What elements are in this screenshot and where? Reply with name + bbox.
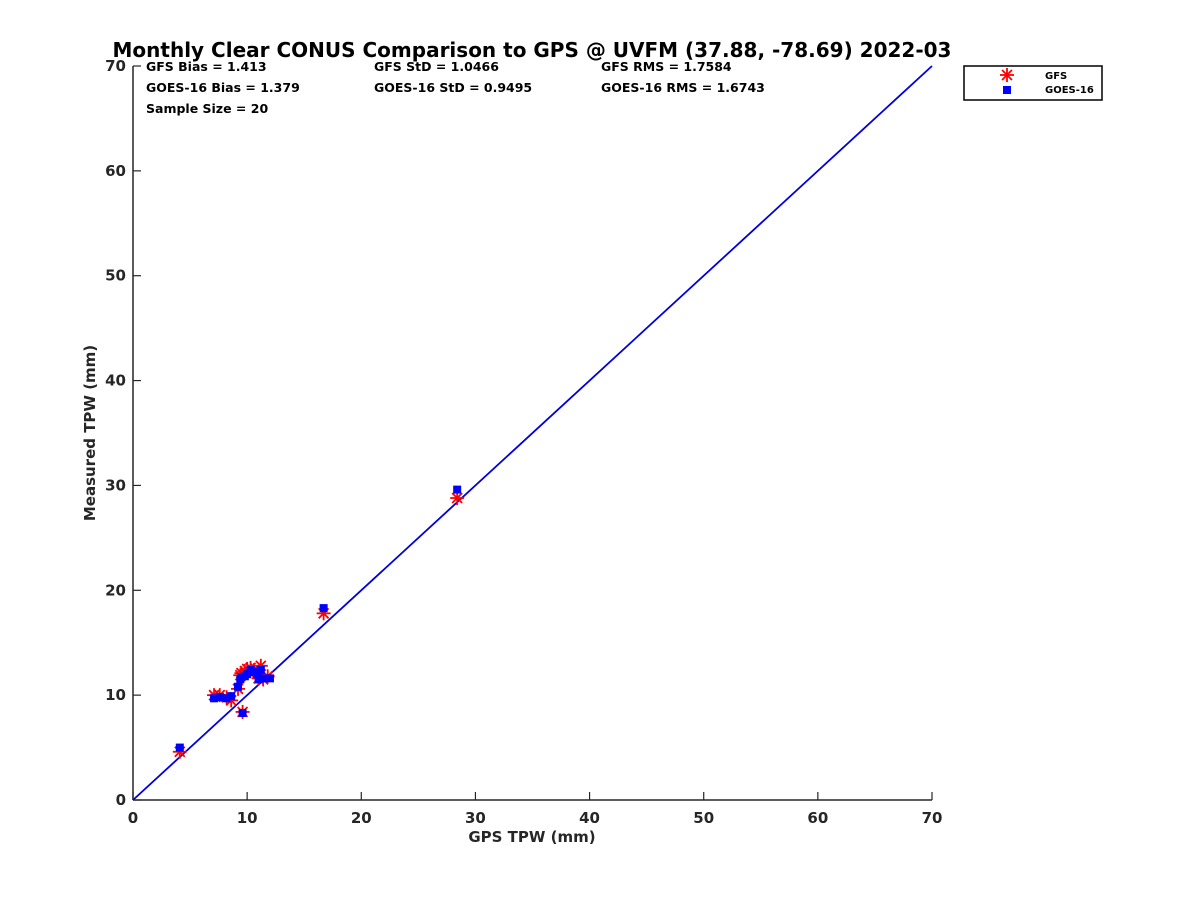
goes-16-point (453, 485, 462, 494)
goes-16-point (265, 674, 274, 683)
y-tick-label: 20 (105, 581, 126, 599)
legend-box (963, 65, 1103, 101)
stat-text: GFS StD = 1.0466 (374, 59, 499, 74)
goes-16-point (254, 675, 263, 684)
y-tick-label: 50 (105, 267, 126, 285)
y-tick-label: 10 (105, 686, 126, 704)
goes-16-point (238, 708, 247, 717)
y-tick-label: 30 (105, 476, 126, 494)
series-gfs (172, 491, 465, 759)
stat-text: GOES-16 StD = 0.9495 (374, 80, 532, 95)
goes-16-point (319, 604, 328, 613)
goes-16-point (256, 665, 265, 674)
x-tick-label: 60 (807, 809, 828, 827)
axes (132, 66, 932, 801)
reference-line (132, 65, 933, 801)
goes-16-point (227, 692, 236, 701)
goes-16-point (175, 743, 184, 752)
stat-text: Sample Size = 20 (146, 101, 268, 116)
statistics-panel: GFS Bias = 1.413 GFS StD = 1.0466 GFS RMS … (146, 59, 765, 116)
legend-goes-16-marker (1003, 86, 1011, 94)
y-tick-label: 40 (105, 372, 126, 390)
goes-16-point (215, 693, 224, 702)
y-axis-label: Measured TPW (mm) (81, 345, 99, 521)
x-tick-label: 30 (465, 809, 486, 827)
goes-16-point (222, 694, 231, 703)
x-tick-label: 0 (128, 809, 138, 827)
legend-gfs-symbol (1000, 68, 1014, 82)
y-tick-label: 0 (116, 791, 126, 809)
legend-gfs-marker (1000, 68, 1014, 82)
x-tick-label: 50 (693, 809, 714, 827)
y-tick-label: 60 (105, 162, 126, 180)
y-ticks: 0 10 20 30 40 50 60 70 (105, 57, 141, 809)
legend-gfs-label: GFS (1045, 71, 1067, 82)
x-tick-label: 10 (237, 809, 258, 827)
chart-title: Monthly Clear CONUS Comparison to GPS @ … (113, 38, 952, 62)
goes-16-point (234, 682, 243, 691)
one-to-one-line (132, 65, 933, 801)
goes-16-point (210, 694, 219, 703)
goes-16-point (243, 670, 252, 679)
x-tick-label: 20 (351, 809, 372, 827)
series-goes-16 (175, 485, 462, 752)
x-ticks: 0 10 20 30 40 50 60 70 (128, 792, 943, 827)
goes-16-point (253, 670, 262, 679)
x-tick-label: 70 (922, 809, 943, 827)
legend: GFS GOES-16 (963, 65, 1103, 101)
goes-16-point (259, 674, 268, 683)
stat-text: GOES-16 RMS = 1.6743 (601, 80, 765, 95)
stat-text: GOES-16 Bias = 1.379 (146, 80, 300, 95)
y-tick-label: 70 (105, 57, 126, 75)
legend-goes-16-label: GOES-16 (1045, 85, 1094, 96)
legend-goes-16-symbol (1003, 86, 1011, 94)
stat-text: GFS Bias = 1.413 (146, 59, 267, 74)
stat-text: GFS RMS = 1.7584 (601, 59, 732, 74)
x-axis-label: GPS TPW (mm) (468, 828, 595, 846)
x-tick-label: 40 (579, 809, 600, 827)
